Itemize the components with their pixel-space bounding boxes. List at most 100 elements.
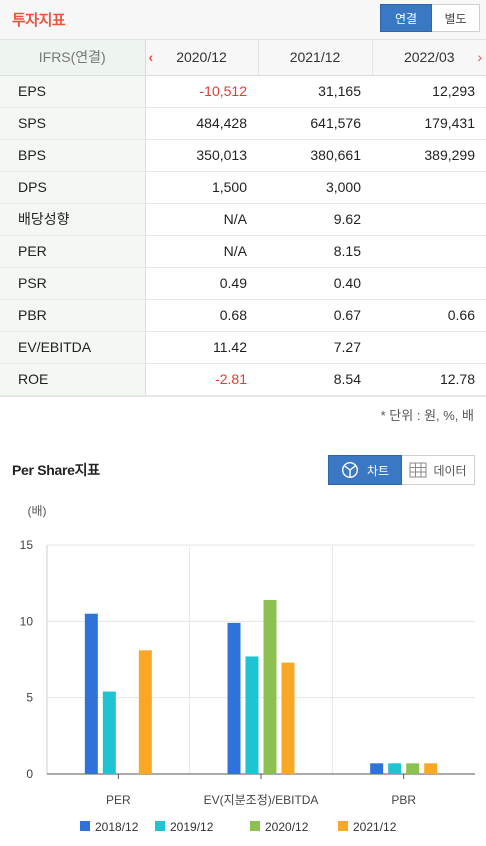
table-row: 배당성향 N/A 9.62: [0, 203, 486, 236]
table-cell: 0.67: [258, 299, 372, 332]
indicator-table: IFRS(연결) ‹ 2020/12 2021/12 2022/03 › EPS…: [0, 40, 486, 396]
table-cell: 389,299: [372, 139, 486, 172]
row-label: ROE: [0, 363, 146, 396]
table-column-header-text: 2022/03: [403, 49, 455, 66]
y-tick-label: 15: [20, 538, 34, 552]
toggle-consolidated-button[interactable]: 연결: [380, 4, 432, 32]
table-cell: -2.81: [145, 363, 258, 396]
bar: [281, 662, 295, 774]
table-cell: [372, 235, 486, 268]
bar-chart: (배) 0 5 10 15 PER EV(지분조정)/EBITDA PBR 2018/12 201…: [20, 504, 475, 834]
table-row: PER N/A 8.15: [0, 235, 486, 268]
table-cell: 31,165: [258, 75, 372, 108]
table-cell: 380,661: [258, 139, 372, 172]
bar: [227, 622, 241, 774]
table-cell: 641,576: [258, 107, 372, 140]
bar: [102, 691, 116, 774]
row-label: BPS: [0, 139, 146, 172]
table-cell: 3,000: [258, 171, 372, 204]
row-label: PSR: [0, 267, 146, 300]
bar: [245, 656, 259, 774]
table-grid-icon: [409, 462, 427, 478]
data-view-label: 데이터: [433, 463, 467, 478]
toggle-separate-button[interactable]: 별도: [432, 4, 480, 32]
legend-swatch: [338, 821, 348, 831]
table-cell: 484,428: [145, 107, 258, 140]
legend-swatch: [155, 821, 165, 831]
table-row: ROE -2.81 8.54 12.78: [0, 363, 486, 396]
table-cell: 0.66: [372, 299, 486, 332]
table-cell: 9.62: [258, 203, 372, 236]
row-label: SPS: [0, 107, 146, 140]
table-cell: [372, 171, 486, 204]
table-cell: 0.40: [258, 267, 372, 300]
legend-label: 2019/12: [170, 820, 214, 834]
table-column-header-text: 2021/12: [289, 49, 341, 66]
legend-label: 2021/12: [353, 820, 397, 834]
x-tick-label: PER: [106, 793, 131, 807]
table-cell: 8.15: [258, 235, 372, 268]
y-tick-label: 0: [26, 767, 33, 781]
row-label: PBR: [0, 299, 146, 332]
section-divider: [0, 396, 486, 397]
y-tick-label: 5: [26, 691, 33, 705]
table-row: DPS 1,500 3,000: [0, 171, 486, 204]
table-cell: 8.54: [258, 363, 372, 396]
chevron-right-icon[interactable]: ›: [477, 49, 482, 65]
x-tick-label: EV(지분조정)/EBITDA: [204, 793, 319, 807]
chevron-left-icon[interactable]: ‹: [148, 49, 154, 65]
table-column-header: 2021/12: [258, 40, 373, 76]
y-axis-label: (배): [27, 504, 46, 518]
legend-label: 2020/12: [265, 820, 309, 834]
y-tick-label: 10: [20, 614, 34, 628]
table-row: PSR 0.49 0.40: [0, 267, 486, 300]
bar: [370, 763, 384, 774]
bar: [138, 650, 152, 774]
table-cell: 350,013: [145, 139, 258, 172]
unit-note: * 단위 : 원, %, 배: [380, 408, 474, 423]
table-cell: N/A: [145, 235, 258, 268]
data-view-button[interactable]: 데이터: [402, 455, 475, 485]
bar: [84, 613, 98, 774]
table-cell: 0.49: [145, 267, 258, 300]
table-cell: 7.27: [258, 331, 372, 364]
table-cell: [372, 267, 486, 300]
table-cell: N/A: [145, 203, 258, 236]
table-row: EV/EBITDA 11.42 7.27: [0, 331, 486, 364]
table-cell: 1,500: [145, 171, 258, 204]
row-label: DPS: [0, 171, 146, 204]
table-row: EPS -10,512 31,165 12,293: [0, 75, 486, 108]
bar: [263, 599, 277, 774]
chart-view-label: 차트: [366, 463, 390, 478]
table-column-header: 2022/03 ›: [372, 40, 486, 76]
table-cell: 11.42: [145, 331, 258, 364]
bar: [388, 763, 402, 774]
chart-view-button[interactable]: 차트: [328, 455, 402, 485]
table-column-header-text: 2020/12: [176, 49, 227, 66]
table-cell: 179,431: [372, 107, 486, 140]
table-cell: 0.68: [145, 299, 258, 332]
table-header-row: IFRS(연결) ‹ 2020/12 2021/12 2022/03 ›: [0, 40, 486, 76]
pie-chart-icon: [341, 461, 358, 479]
table-label-header: IFRS(연결): [0, 40, 146, 76]
legend-swatch: [80, 821, 90, 831]
table-column-header: ‹ 2020/12: [145, 40, 259, 76]
table-cell: -10,512: [145, 75, 258, 108]
legend-label: 2018/12: [95, 820, 139, 834]
bar: [406, 763, 420, 774]
table-cell: [372, 203, 486, 236]
table-row: PBR 0.68 0.67 0.66: [0, 299, 486, 332]
top-header: 투자지표 연결 별도: [0, 0, 486, 40]
table-row: SPS 484,428 641,576 179,431: [0, 107, 486, 140]
row-label: PER: [0, 235, 146, 268]
chart-section-title: Per Share지표: [12, 462, 100, 478]
page-title: 투자지표: [12, 12, 66, 29]
table-cell: 12,293: [372, 75, 486, 108]
table-cell: 12.78: [372, 363, 486, 396]
legend-swatch: [250, 821, 260, 831]
row-label: EPS: [0, 75, 146, 108]
row-label: 배당성향: [0, 203, 146, 236]
table-cell: [372, 331, 486, 364]
table-row: BPS 350,013 380,661 389,299: [0, 139, 486, 172]
bar: [424, 763, 438, 774]
